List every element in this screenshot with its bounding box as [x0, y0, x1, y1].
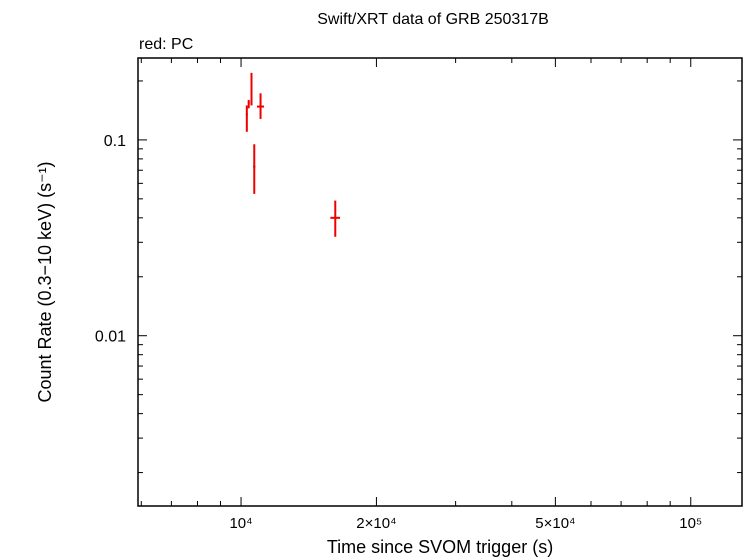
data-point	[253, 144, 256, 194]
y-axis-label: Count Rate (0.3−10 keV) (s⁻¹)	[35, 161, 55, 402]
x-axis-label: Time since SVOM trigger (s)	[327, 537, 553, 557]
data-point	[250, 72, 253, 106]
chart-title: Swift/XRT data of GRB 250317B	[317, 11, 549, 28]
x-tick-label: 10⁴	[229, 515, 252, 532]
x-tick-label: 10⁵	[679, 515, 702, 532]
x-tick-label: 2×10⁴	[356, 515, 396, 532]
y-tick-label: 0.01	[95, 329, 126, 346]
data-point	[247, 99, 250, 109]
chart-subtitle: red: PC	[139, 36, 193, 53]
data-point	[245, 105, 248, 132]
data-point	[256, 93, 265, 119]
data-point	[330, 200, 341, 237]
axis-ticks: 10⁴ 2×10⁴ 5×10⁴ 10⁵ 0.1 0.01	[95, 58, 742, 532]
plot-frame	[137, 57, 743, 507]
data-points	[245, 72, 341, 237]
x-tick-label: 5×10⁴	[535, 515, 575, 532]
y-tick-label: 0.1	[104, 133, 126, 150]
